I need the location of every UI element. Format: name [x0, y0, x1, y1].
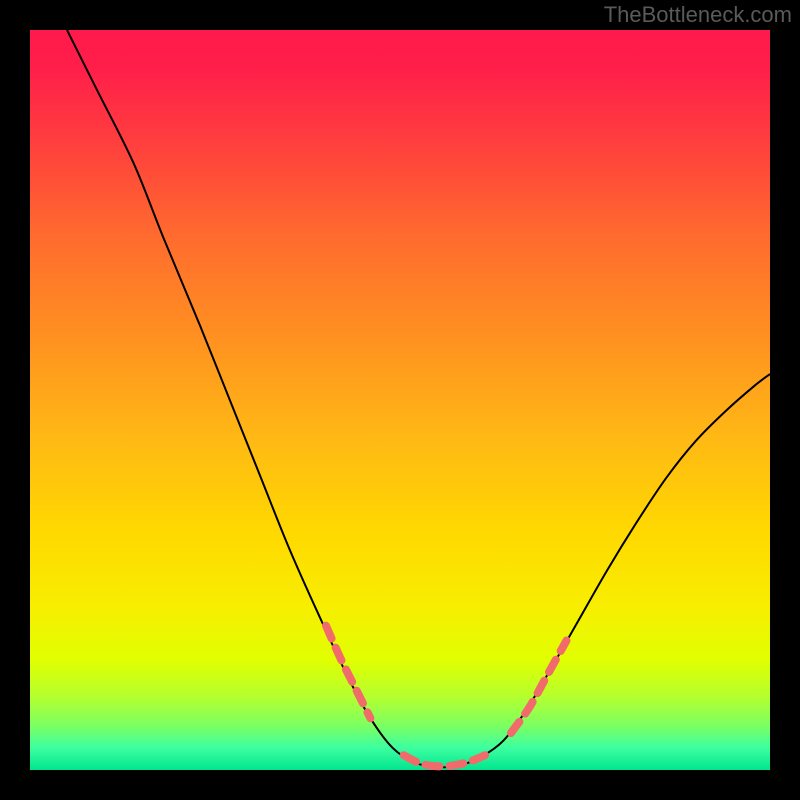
bottleneck-chart — [0, 0, 800, 800]
chart-container: TheBottleneck.com — [0, 0, 800, 800]
plot-area — [30, 30, 770, 770]
watermark-label: TheBottleneck.com — [604, 2, 792, 28]
